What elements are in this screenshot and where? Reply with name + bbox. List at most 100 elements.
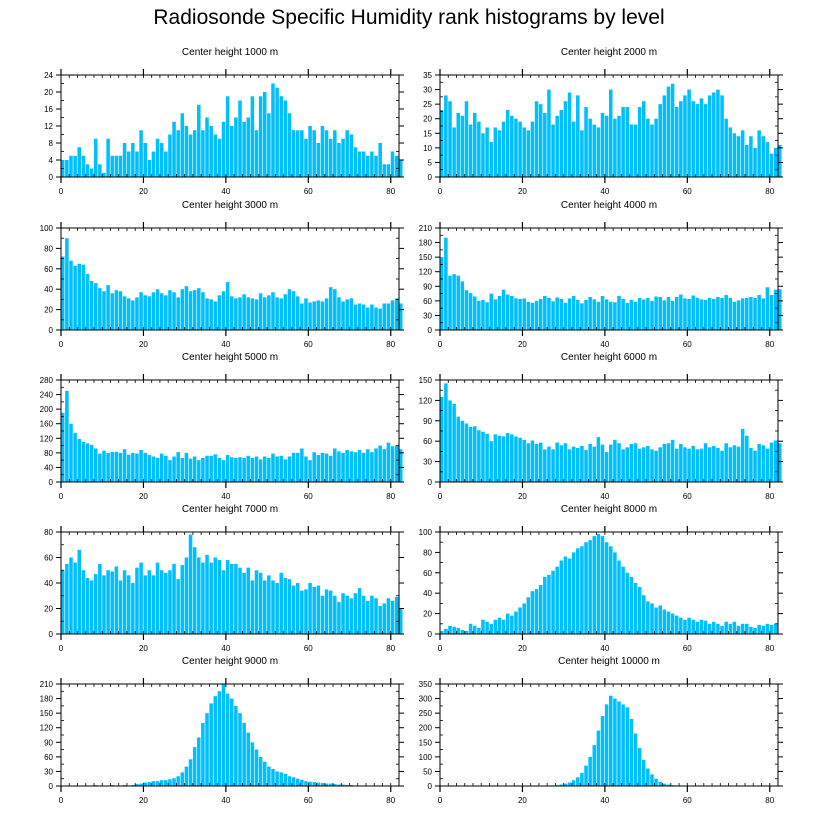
bar (135, 297, 139, 330)
bar (399, 608, 403, 634)
bar (143, 295, 147, 330)
bar (168, 134, 172, 177)
x-tick-label: 60 (683, 492, 692, 501)
y-tick-label: 30 (423, 458, 432, 467)
bar (501, 121, 506, 177)
bar (382, 303, 387, 330)
bar (662, 300, 667, 330)
bar (547, 89, 551, 177)
bar (551, 449, 555, 482)
bar (501, 289, 506, 330)
bar (613, 302, 617, 330)
bar (670, 300, 675, 330)
y-tick-label: 0 (428, 173, 433, 182)
bar (699, 98, 704, 177)
bar (551, 124, 555, 177)
y-tick-label: 25 (423, 100, 432, 109)
y-tick-label: 10 (423, 144, 432, 153)
y-tick-label: 30 (423, 86, 432, 95)
bar (159, 570, 164, 634)
bar (472, 625, 477, 634)
bar (650, 603, 654, 634)
x-tick-label: 40 (600, 492, 609, 501)
bar (246, 117, 251, 177)
bar (662, 443, 667, 482)
bar (65, 563, 69, 634)
bar (621, 298, 625, 330)
panel-title: Center height 9000 m (182, 656, 278, 667)
bar (394, 597, 399, 634)
bar (275, 583, 279, 634)
bar (543, 296, 547, 330)
bar (357, 449, 362, 482)
bar (477, 300, 481, 330)
bar (625, 572, 630, 634)
bar (225, 693, 230, 786)
bar (580, 546, 584, 634)
bar (155, 562, 160, 634)
bar (345, 449, 349, 482)
bar (625, 302, 630, 330)
bar (287, 456, 292, 482)
y-tick-label: 80 (44, 449, 53, 458)
bar (526, 597, 531, 634)
bar (73, 432, 77, 482)
bar (77, 263, 82, 330)
bar (164, 295, 168, 330)
bar (716, 448, 720, 482)
bar (106, 452, 110, 482)
bar (745, 623, 749, 634)
bar (497, 617, 502, 634)
bar (147, 455, 152, 482)
bar (518, 298, 522, 330)
bar (85, 273, 90, 330)
bar (617, 296, 621, 330)
panel-title: Center height 4000 m (561, 200, 657, 211)
bar (61, 570, 65, 634)
bar (110, 293, 114, 330)
x-tick-label: 40 (600, 644, 609, 653)
bar (584, 299, 588, 330)
bar (159, 293, 164, 330)
bar (275, 771, 279, 786)
bar (300, 130, 304, 177)
bar (724, 295, 728, 330)
bar (73, 562, 77, 634)
bar (118, 155, 123, 177)
bar (707, 297, 712, 330)
bar (563, 783, 568, 786)
bar (242, 294, 246, 330)
bar (695, 104, 700, 177)
bar (333, 130, 337, 177)
bar (617, 701, 621, 786)
bar (736, 625, 741, 634)
bar (567, 92, 572, 177)
bar (621, 566, 625, 634)
bar (283, 100, 288, 177)
bar (254, 299, 259, 330)
bar (654, 296, 658, 330)
bar (662, 95, 667, 177)
bar (716, 296, 720, 330)
bar (477, 627, 481, 634)
bar (122, 296, 127, 330)
bar (168, 290, 172, 330)
y-tick-label: 150 (419, 253, 433, 262)
bar (300, 303, 304, 330)
bar (287, 579, 292, 634)
bar (279, 455, 283, 482)
bar (159, 453, 164, 482)
bar (547, 574, 551, 634)
bar (637, 748, 642, 786)
bar (254, 130, 259, 177)
bar (234, 563, 238, 634)
panel-title: Center height 3000 m (182, 200, 278, 211)
bar (571, 552, 576, 634)
bar (699, 448, 704, 482)
bar (361, 452, 366, 482)
bar (399, 303, 403, 330)
bar (538, 104, 543, 177)
y-tick-label: 280 (40, 376, 54, 385)
figure-title: Radiosonde Specific Humidity rank histog… (153, 6, 665, 29)
bar (543, 449, 547, 482)
